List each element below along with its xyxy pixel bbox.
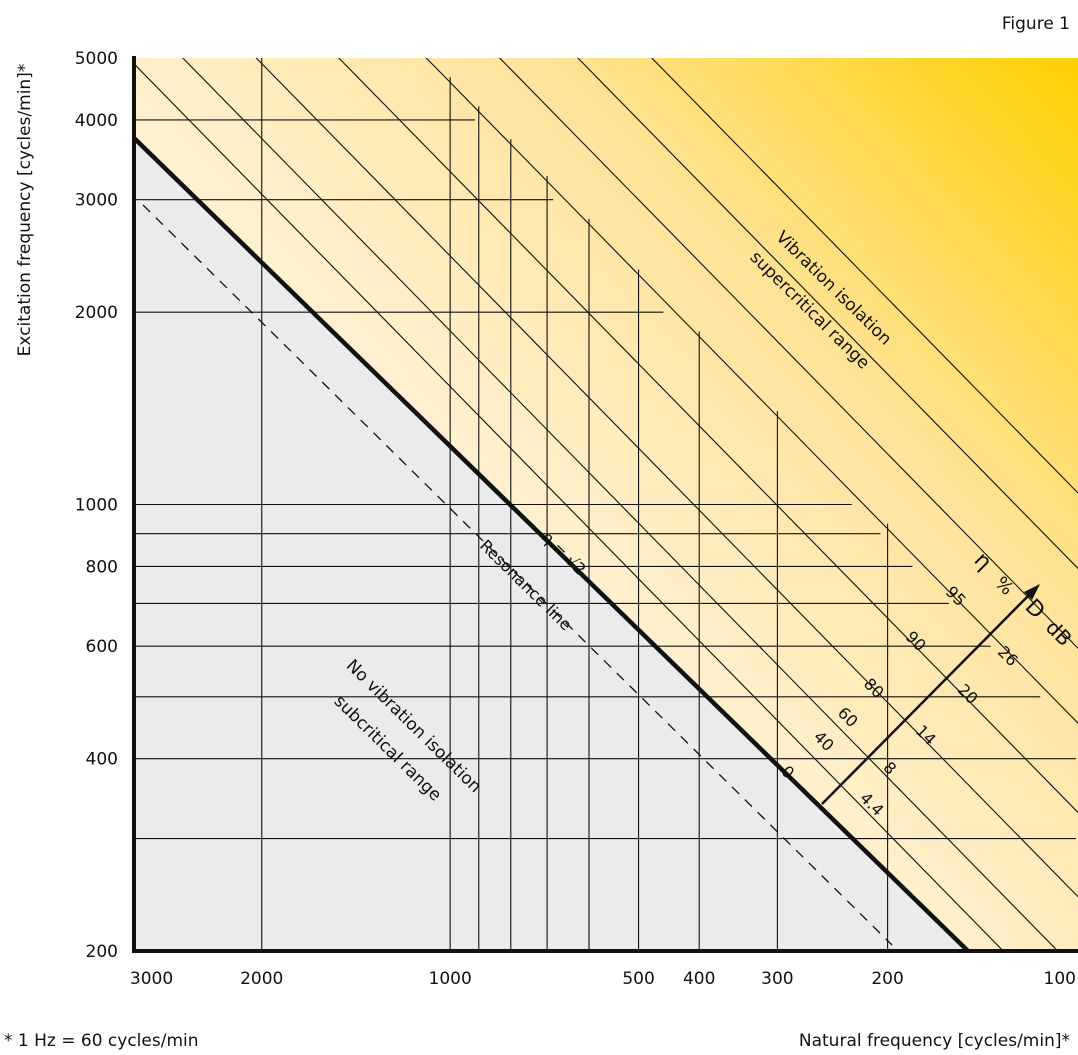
y-tick-label: 1000 [75,496,118,516]
isolation-line [255,58,1078,898]
y-tick-label: 600 [86,637,118,657]
isolation-line [577,58,1078,570]
isolation-line [498,58,1078,650]
resonance-line [142,204,893,946]
y-tick-label: 3000 [75,191,118,211]
footnote: * 1 Hz = 60 cycles/min [4,1031,199,1051]
y-tick-label: 800 [86,557,118,577]
isolation-line [651,58,1078,494]
x-tick-label: 200 [871,969,903,989]
isolation-line [425,58,1078,724]
x-tick-label: 500 [622,969,654,989]
tick-labels: 3000 2000 1000 500 400 300 200 100 5000 4000 3000 2… [75,49,1076,989]
y-axis-title: Excitation frequency [cycles/min]* [15,64,35,357]
isolation-line [134,63,1004,951]
x-tick-label: 400 [683,969,715,989]
scale-arrow-shaft [821,591,1033,805]
figure-label: Figure 1 [1002,14,1070,34]
y-tick-label: 200 [86,942,118,962]
isolation-line [338,58,1078,814]
y-tick-label: 400 [86,750,118,770]
x-tick-label: 3000 [130,969,173,989]
isolation-line [182,58,1059,951]
x-tick-label: 100 [1044,969,1076,989]
y-tick-label: 4000 [75,111,118,131]
x-tick-label: 1000 [429,969,472,989]
y-tick-label: 2000 [75,303,118,323]
sqrt2-boundary-line [132,136,970,953]
y-tick-label: 5000 [75,49,118,69]
scale-arrow-head [1024,584,1040,600]
x-tick-label: 2000 [240,969,283,989]
x-axis-title: Natural frequency [cycles/min]* [799,1031,1070,1051]
isolation-lines [134,58,1078,951]
x-tick-label: 300 [761,969,793,989]
